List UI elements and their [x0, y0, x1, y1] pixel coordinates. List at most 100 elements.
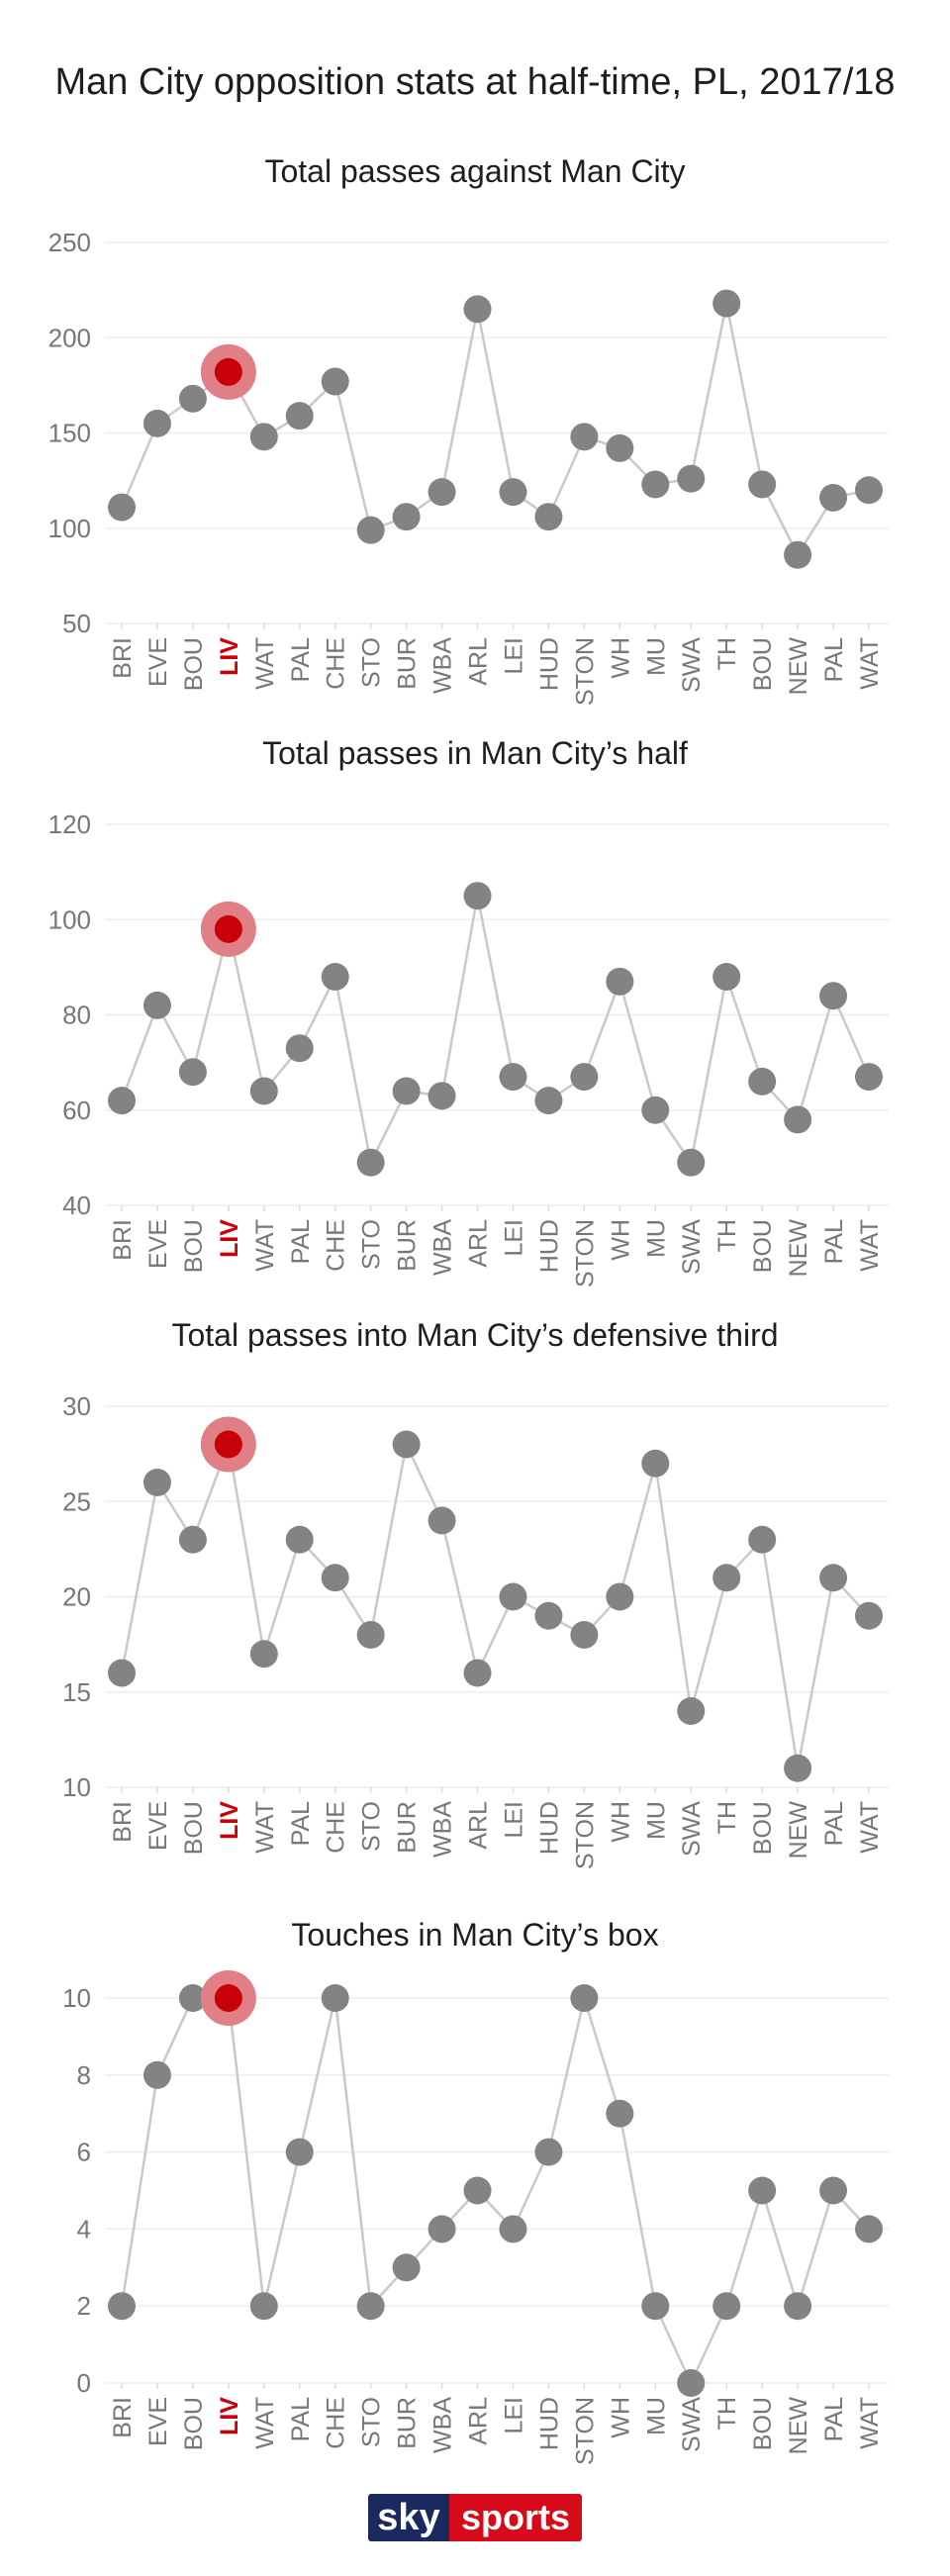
data-point	[249, 423, 278, 451]
data-point	[499, 478, 527, 507]
y-tick-label: 60	[62, 1096, 91, 1125]
data-point	[356, 1148, 385, 1177]
data-point	[819, 2176, 848, 2205]
y-tick-label: 10	[62, 1772, 91, 1802]
x-tick-label: PAL	[820, 1801, 848, 1846]
x-tick-label: LEI	[500, 1219, 527, 1257]
data-point	[855, 2215, 883, 2243]
x-tick-label: TH	[713, 637, 741, 670]
y-tick-label: 4	[77, 2214, 91, 2243]
chart-title: Total passes into Man City’s defensive t…	[171, 1317, 779, 1353]
x-tick-label: STON	[571, 637, 599, 706]
data-point	[178, 384, 207, 413]
data-point	[677, 464, 706, 493]
x-tick-label: TH	[713, 2397, 741, 2430]
x-tick-label: TH	[713, 1801, 741, 1834]
x-tick-label: SWA	[678, 637, 706, 693]
y-tick-label: 150	[48, 419, 91, 448]
chart-title: Touches in Man City’s box	[291, 1917, 659, 1953]
sky-sports-logo: sky sports	[368, 2494, 582, 2541]
x-tick-label: NEW	[785, 2397, 812, 2455]
data-point	[463, 2176, 492, 2205]
x-tick-label: NEW	[785, 1219, 812, 1278]
x-tick-label: WBA	[429, 1219, 457, 1276]
data-point	[321, 1564, 349, 1592]
data-point	[499, 1063, 527, 1092]
data-point	[249, 1077, 278, 1105]
x-tick-label: WAT	[251, 1219, 279, 1272]
x-tick-label: MU	[642, 2397, 670, 2435]
x-tick-label: CHE	[323, 2397, 350, 2449]
data-point	[748, 1067, 777, 1096]
data-point	[855, 1601, 883, 1630]
x-tick-label: LEI	[500, 2397, 527, 2434]
x-tick-label: BUR	[394, 637, 422, 690]
x-tick-label: WAT	[856, 2397, 884, 2449]
data-point	[392, 2253, 421, 2282]
chart-plot: 10 15 20 25 30 BRI EVE BOU LIV WAT PAL CHE STO BUR WBA…	[62, 1391, 889, 1869]
data-point	[641, 2292, 670, 2321]
logo-sky-text: sky	[368, 2494, 449, 2541]
x-tick-label: HUD	[535, 637, 563, 691]
data-point	[178, 1525, 207, 1554]
data-point	[285, 1034, 314, 1063]
data-point	[285, 402, 314, 430]
series-line	[120, 1439, 870, 1769]
y-tick-label: 200	[48, 323, 91, 352]
y-tick-label: 40	[62, 1191, 91, 1220]
x-tick-label: WH	[607, 1219, 634, 1261]
x-tick-label: MU	[642, 1801, 670, 1840]
data-point	[677, 2369, 706, 2397]
data-point	[534, 1087, 563, 1115]
x-tick-label: SWA	[678, 1801, 706, 1857]
x-tick-label: EVE	[144, 1801, 172, 1851]
main-title: Man City opposition stats at half-time, …	[54, 61, 896, 103]
y-tick-label: 25	[62, 1486, 91, 1516]
x-tick-label: LEI	[500, 1801, 527, 1839]
x-tick-label: BRI	[109, 1801, 137, 1843]
y-tick-label: 100	[48, 905, 91, 934]
data-point	[606, 433, 634, 462]
chart-plot: 50 100 150 200 250 BRI EVE BOU LIV WAT PAL CHE STO BU…	[48, 228, 889, 706]
data-point	[108, 493, 136, 522]
y-tick-label: 0	[77, 2368, 91, 2398]
chart-plot: 0 2 4 6 8 10 BRI EVE BOU LIV WAT PAL CHE STO BUR WBA ARL…	[62, 1970, 889, 2465]
data-point	[570, 423, 599, 451]
x-tick-label: BRI	[109, 637, 137, 679]
x-tick-label: NEW	[785, 637, 812, 696]
data-point	[534, 1601, 563, 1630]
x-tick-label: ARL	[465, 637, 493, 686]
x-tick-label: STON	[571, 1801, 599, 1869]
data-point	[142, 991, 171, 1019]
data-point	[606, 967, 634, 996]
data-point	[428, 478, 456, 507]
y-tick-label: 2	[77, 2291, 91, 2321]
data-point	[321, 1984, 349, 2012]
data-point	[428, 2215, 456, 2243]
x-tick-label: STON	[571, 2397, 599, 2465]
data-point	[819, 1564, 848, 1592]
data-point	[641, 470, 670, 499]
data-point	[321, 367, 349, 396]
x-tick-label: HUD	[535, 2397, 563, 2450]
data-point	[142, 409, 171, 437]
x-tick-label: PAL	[820, 1219, 848, 1264]
data-point	[748, 1525, 777, 1554]
logo-sports-text: sports	[449, 2494, 582, 2541]
x-tick-label: BRI	[109, 2397, 137, 2438]
x-tick-label: CHE	[323, 1801, 350, 1854]
data-point	[570, 1621, 599, 1649]
series-line	[120, 303, 870, 558]
x-tick-label: BOU	[749, 1219, 777, 1273]
chart-title: Total passes against Man City	[264, 153, 686, 189]
x-tick-label: WBA	[429, 637, 457, 694]
x-tick-label: PAL	[820, 637, 848, 682]
x-tick-label: STO	[358, 1801, 386, 1852]
data-point	[748, 2176, 777, 2205]
data-point	[534, 503, 563, 531]
data-point	[534, 2138, 563, 2166]
x-tick-label: EVE	[144, 637, 172, 687]
x-tick-label: HUD	[535, 1219, 563, 1273]
y-tick-label: 250	[48, 228, 91, 257]
x-tick-label: WBA	[429, 2397, 457, 2453]
